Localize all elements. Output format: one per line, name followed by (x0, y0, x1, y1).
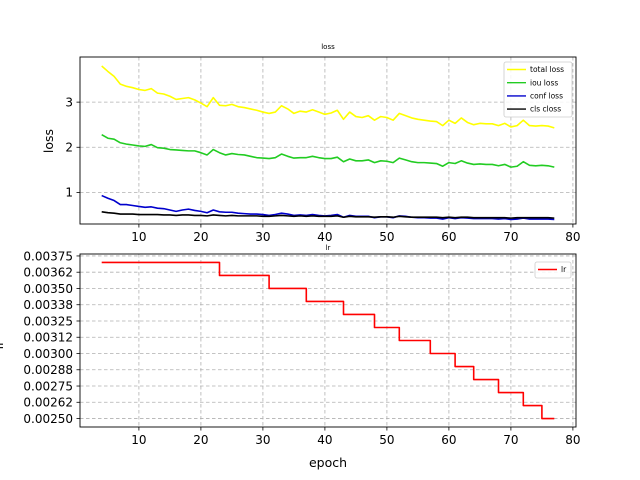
legend-label: cls closs (530, 105, 561, 114)
x-tick-label: 60 (441, 230, 456, 244)
x-tick-label: 50 (379, 433, 394, 447)
y-tick-label: 0.00300 (23, 347, 73, 361)
lr-gridlines (80, 254, 576, 427)
loss-title: loss (321, 43, 335, 51)
lr-series (101, 261, 555, 420)
legend-label: lr (561, 265, 567, 274)
y-tick-label: 0.00362 (23, 266, 73, 280)
loss-y-ticks: 1 2 3 (65, 95, 80, 200)
loss-gridlines (80, 57, 576, 224)
series-line-total-loss (101, 65, 555, 129)
y-tick-label: 0.00250 (23, 412, 73, 426)
x-tick-label: 70 (503, 230, 518, 244)
y-tick-label: 0.00375 (23, 249, 73, 263)
x-tick-label: 70 (503, 433, 518, 447)
x-tick-label: 10 (131, 230, 146, 244)
x-tick-label: 60 (441, 433, 456, 447)
y-tick-label: 0.00325 (23, 314, 73, 328)
lr-y-label: lr (0, 340, 6, 349)
series-line-iou-loss (101, 133, 555, 168)
x-tick-label: 80 (565, 230, 580, 244)
x-tick-label: 40 (317, 433, 332, 447)
x-tick-label: 30 (255, 433, 270, 447)
legend-label: conf loss (530, 92, 563, 101)
loss-plot-frame (79, 56, 577, 225)
x-tick-label: 20 (193, 433, 208, 447)
y-tick-label: 0.00288 (23, 363, 73, 377)
lr-chart: 10 20 30 40 50 60 70 80 0.002500.002750.003000.… (0, 244, 581, 470)
x-tick-label: 10 (131, 433, 146, 447)
y-tick-label: 0.00275 (23, 379, 73, 393)
legend-label: total loss (530, 65, 564, 74)
y-tick-label: 1 (65, 186, 73, 200)
y-tick-label: 0.00350 (23, 282, 73, 296)
loss-series (101, 65, 555, 221)
y-tick-label: 2 (65, 141, 73, 155)
y-tick-label: 0.00312 (23, 331, 73, 345)
loss-x-ticks: 10 20 30 40 50 60 70 80 (131, 224, 581, 244)
legend-box (503, 61, 573, 118)
lr-plot-frame (79, 253, 577, 428)
legend-label: iou loss (530, 78, 558, 87)
x-tick-label: 20 (193, 230, 208, 244)
loss-legend: total loss iou loss conf loss cls closs (503, 61, 573, 118)
x-tick-label: 80 (565, 433, 580, 447)
y-tick-label: 0.00338 (23, 298, 73, 312)
x-tick-label: 30 (255, 230, 270, 244)
lr-y-ticks: 0.00250 0.00275 0.00300 0.00325 0.00350 0.003… (23, 249, 80, 426)
lr-legend: lr (534, 261, 572, 279)
y-tick-label: 3 (65, 95, 73, 109)
lr-panel-background (80, 245, 576, 285)
lr-x-label: epoch (309, 455, 347, 470)
series-line-cls-closs (101, 211, 555, 219)
x-tick-label: 50 (379, 230, 394, 244)
y-tick-label: 0.00262 (23, 396, 73, 410)
lr-title: lr (326, 244, 331, 252)
x-tick-label: 40 (317, 230, 332, 244)
series-line-lr (101, 261, 555, 420)
loss-y-label: loss (41, 129, 56, 153)
lr-x-ticks: 10 20 30 40 50 60 70 80 (131, 427, 581, 447)
